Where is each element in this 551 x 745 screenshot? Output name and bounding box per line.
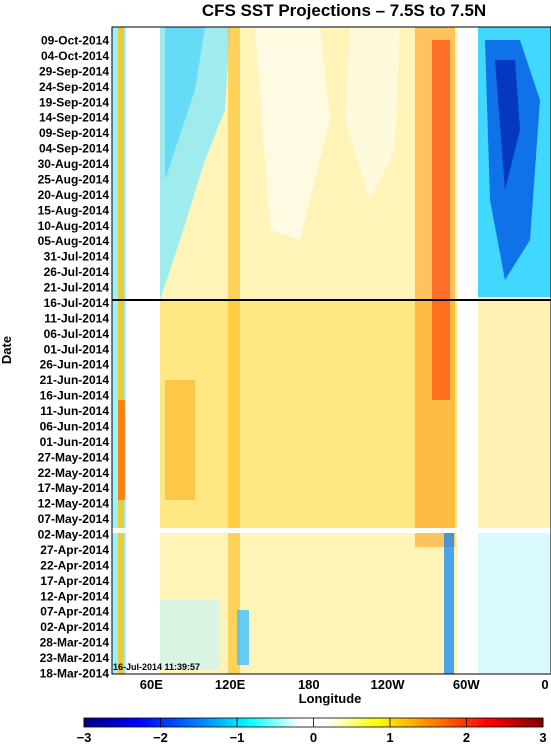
east-pacific-cool bbox=[444, 530, 454, 674]
y-tick-label: 15-Aug-2014 bbox=[38, 203, 110, 217]
y-tick-label: 07-Apr-2014 bbox=[40, 605, 109, 619]
y-tick-label: 06-Jun-2014 bbox=[40, 419, 110, 433]
chart-title: CFS SST Projections – 7.5S to 7.5N bbox=[202, 1, 486, 20]
y-tick-label: 10-Aug-2014 bbox=[38, 219, 110, 233]
y-tick-label: 02-Apr-2014 bbox=[40, 620, 109, 634]
cool-patch-160w bbox=[345, 27, 400, 200]
y-tick-label: 29-Sep-2014 bbox=[39, 64, 109, 78]
y-tick-label: 20-Aug-2014 bbox=[38, 188, 110, 202]
y-tick-label: 11-Jun-2014 bbox=[40, 404, 109, 418]
x-tick-label: 60W bbox=[453, 677, 480, 692]
cool-patch-120e bbox=[237, 610, 249, 665]
y-tick-label: 12-Apr-2014 bbox=[40, 589, 109, 603]
colorbar-tick-label: −3 bbox=[77, 730, 92, 745]
y-tick-label: 17-Apr-2014 bbox=[40, 574, 109, 588]
west-strip-warm bbox=[118, 27, 124, 674]
y-tick-label: 23-Mar-2014 bbox=[40, 651, 110, 665]
y-tick-label: 04-Sep-2014 bbox=[39, 142, 109, 156]
x-tick-label: 120W bbox=[371, 677, 406, 692]
colorbar-tick-label: −2 bbox=[153, 730, 168, 745]
y-tick-label: 27-May-2014 bbox=[38, 450, 110, 464]
y-tick-label: 04-Oct-2014 bbox=[41, 49, 109, 63]
y-tick-label: 02-May-2014 bbox=[38, 528, 110, 542]
y-tick-label: 09-Oct-2014 bbox=[41, 34, 109, 48]
atlantic-darkest bbox=[495, 60, 520, 190]
y-tick-label: 28-Mar-2014 bbox=[40, 636, 110, 650]
y-tick-label: 21-Jul-2014 bbox=[44, 281, 110, 295]
y-tick-label: 22-May-2014 bbox=[38, 466, 110, 480]
land-gap bbox=[458, 27, 478, 674]
cool-patch-dateline bbox=[255, 27, 330, 240]
atlantic-mixed-lower bbox=[478, 530, 551, 674]
colorbar-tick-label: 1 bbox=[386, 730, 393, 745]
warm-band-60e bbox=[165, 380, 195, 500]
y-tick-label: 19-Sep-2014 bbox=[39, 95, 109, 109]
y-tick-label: 09-Sep-2014 bbox=[39, 126, 109, 140]
atlantic-warm-lower bbox=[478, 300, 551, 530]
x-tick-label: 180 bbox=[298, 677, 320, 692]
y-tick-label: 24-Sep-2014 bbox=[39, 80, 109, 94]
timestamp: 16-Jul-2014 11:39:57 bbox=[113, 662, 200, 672]
y-tick-label: 11-Jul-2014 bbox=[44, 311, 109, 325]
y-tick-label: 18-Mar-2014 bbox=[40, 667, 110, 681]
y-tick-label: 14-Sep-2014 bbox=[39, 111, 109, 125]
colorbar-tick-label: 3 bbox=[539, 730, 546, 745]
y-tick-label: 07-May-2014 bbox=[38, 512, 110, 526]
y-tick-label: 16-Jun-2014 bbox=[40, 389, 110, 403]
colorbar-ticks: −3 −2 −1 0 1 2 3 bbox=[77, 718, 547, 745]
y-axis-label: Date bbox=[0, 336, 14, 364]
indian-gap bbox=[126, 27, 160, 674]
y-tick-label: 05-Aug-2014 bbox=[38, 234, 110, 248]
y-tick-label: 26-Jul-2014 bbox=[44, 265, 110, 279]
warm-band-150e bbox=[228, 27, 240, 674]
y-tick-label: 26-Jun-2014 bbox=[40, 358, 110, 372]
y-tick-label: 06-Jul-2014 bbox=[44, 327, 110, 341]
y-tick-label: 17-May-2014 bbox=[38, 481, 110, 495]
data-gap-row bbox=[112, 528, 551, 533]
colorbar-tick-label: −1 bbox=[230, 730, 245, 745]
y-tick-label: 25-Aug-2014 bbox=[38, 172, 110, 186]
heatmap-field bbox=[112, 27, 551, 674]
y-tick-label: 27-Apr-2014 bbox=[40, 543, 109, 557]
lower-warm-wash bbox=[160, 300, 457, 530]
cool-patch-lower-west bbox=[160, 600, 220, 670]
colorbar-tick-label: 0 bbox=[310, 730, 317, 745]
x-tick-label: 0 bbox=[541, 677, 548, 692]
east-pacific-hot bbox=[432, 40, 450, 400]
y-tick-label: 30-Aug-2014 bbox=[38, 157, 110, 171]
y-tick-label: 12-May-2014 bbox=[38, 497, 110, 511]
y-tick-label: 22-Apr-2014 bbox=[40, 558, 109, 572]
y-tick-label: 21-Jun-2014 bbox=[40, 373, 110, 387]
x-tick-label: 120E bbox=[215, 677, 246, 692]
y-tick-label: 16-Jul-2014 bbox=[44, 296, 110, 310]
x-tick-label: 60E bbox=[140, 677, 163, 692]
y-tick-label: 01-Jul-2014 bbox=[44, 342, 110, 356]
west-strip-hot bbox=[118, 400, 125, 500]
y-tick-label: 01-Jun-2014 bbox=[40, 435, 110, 449]
colorbar-tick-label: 2 bbox=[463, 730, 470, 745]
x-axis-label: Longitude bbox=[299, 691, 362, 706]
plot-frame bbox=[111, 26, 551, 675]
cool-tongue-core bbox=[165, 27, 205, 180]
x-tick-labels: 60E 120E 180 120W 60W 0 bbox=[140, 677, 549, 692]
y-tick-label: 31-Jul-2014 bbox=[44, 250, 110, 264]
